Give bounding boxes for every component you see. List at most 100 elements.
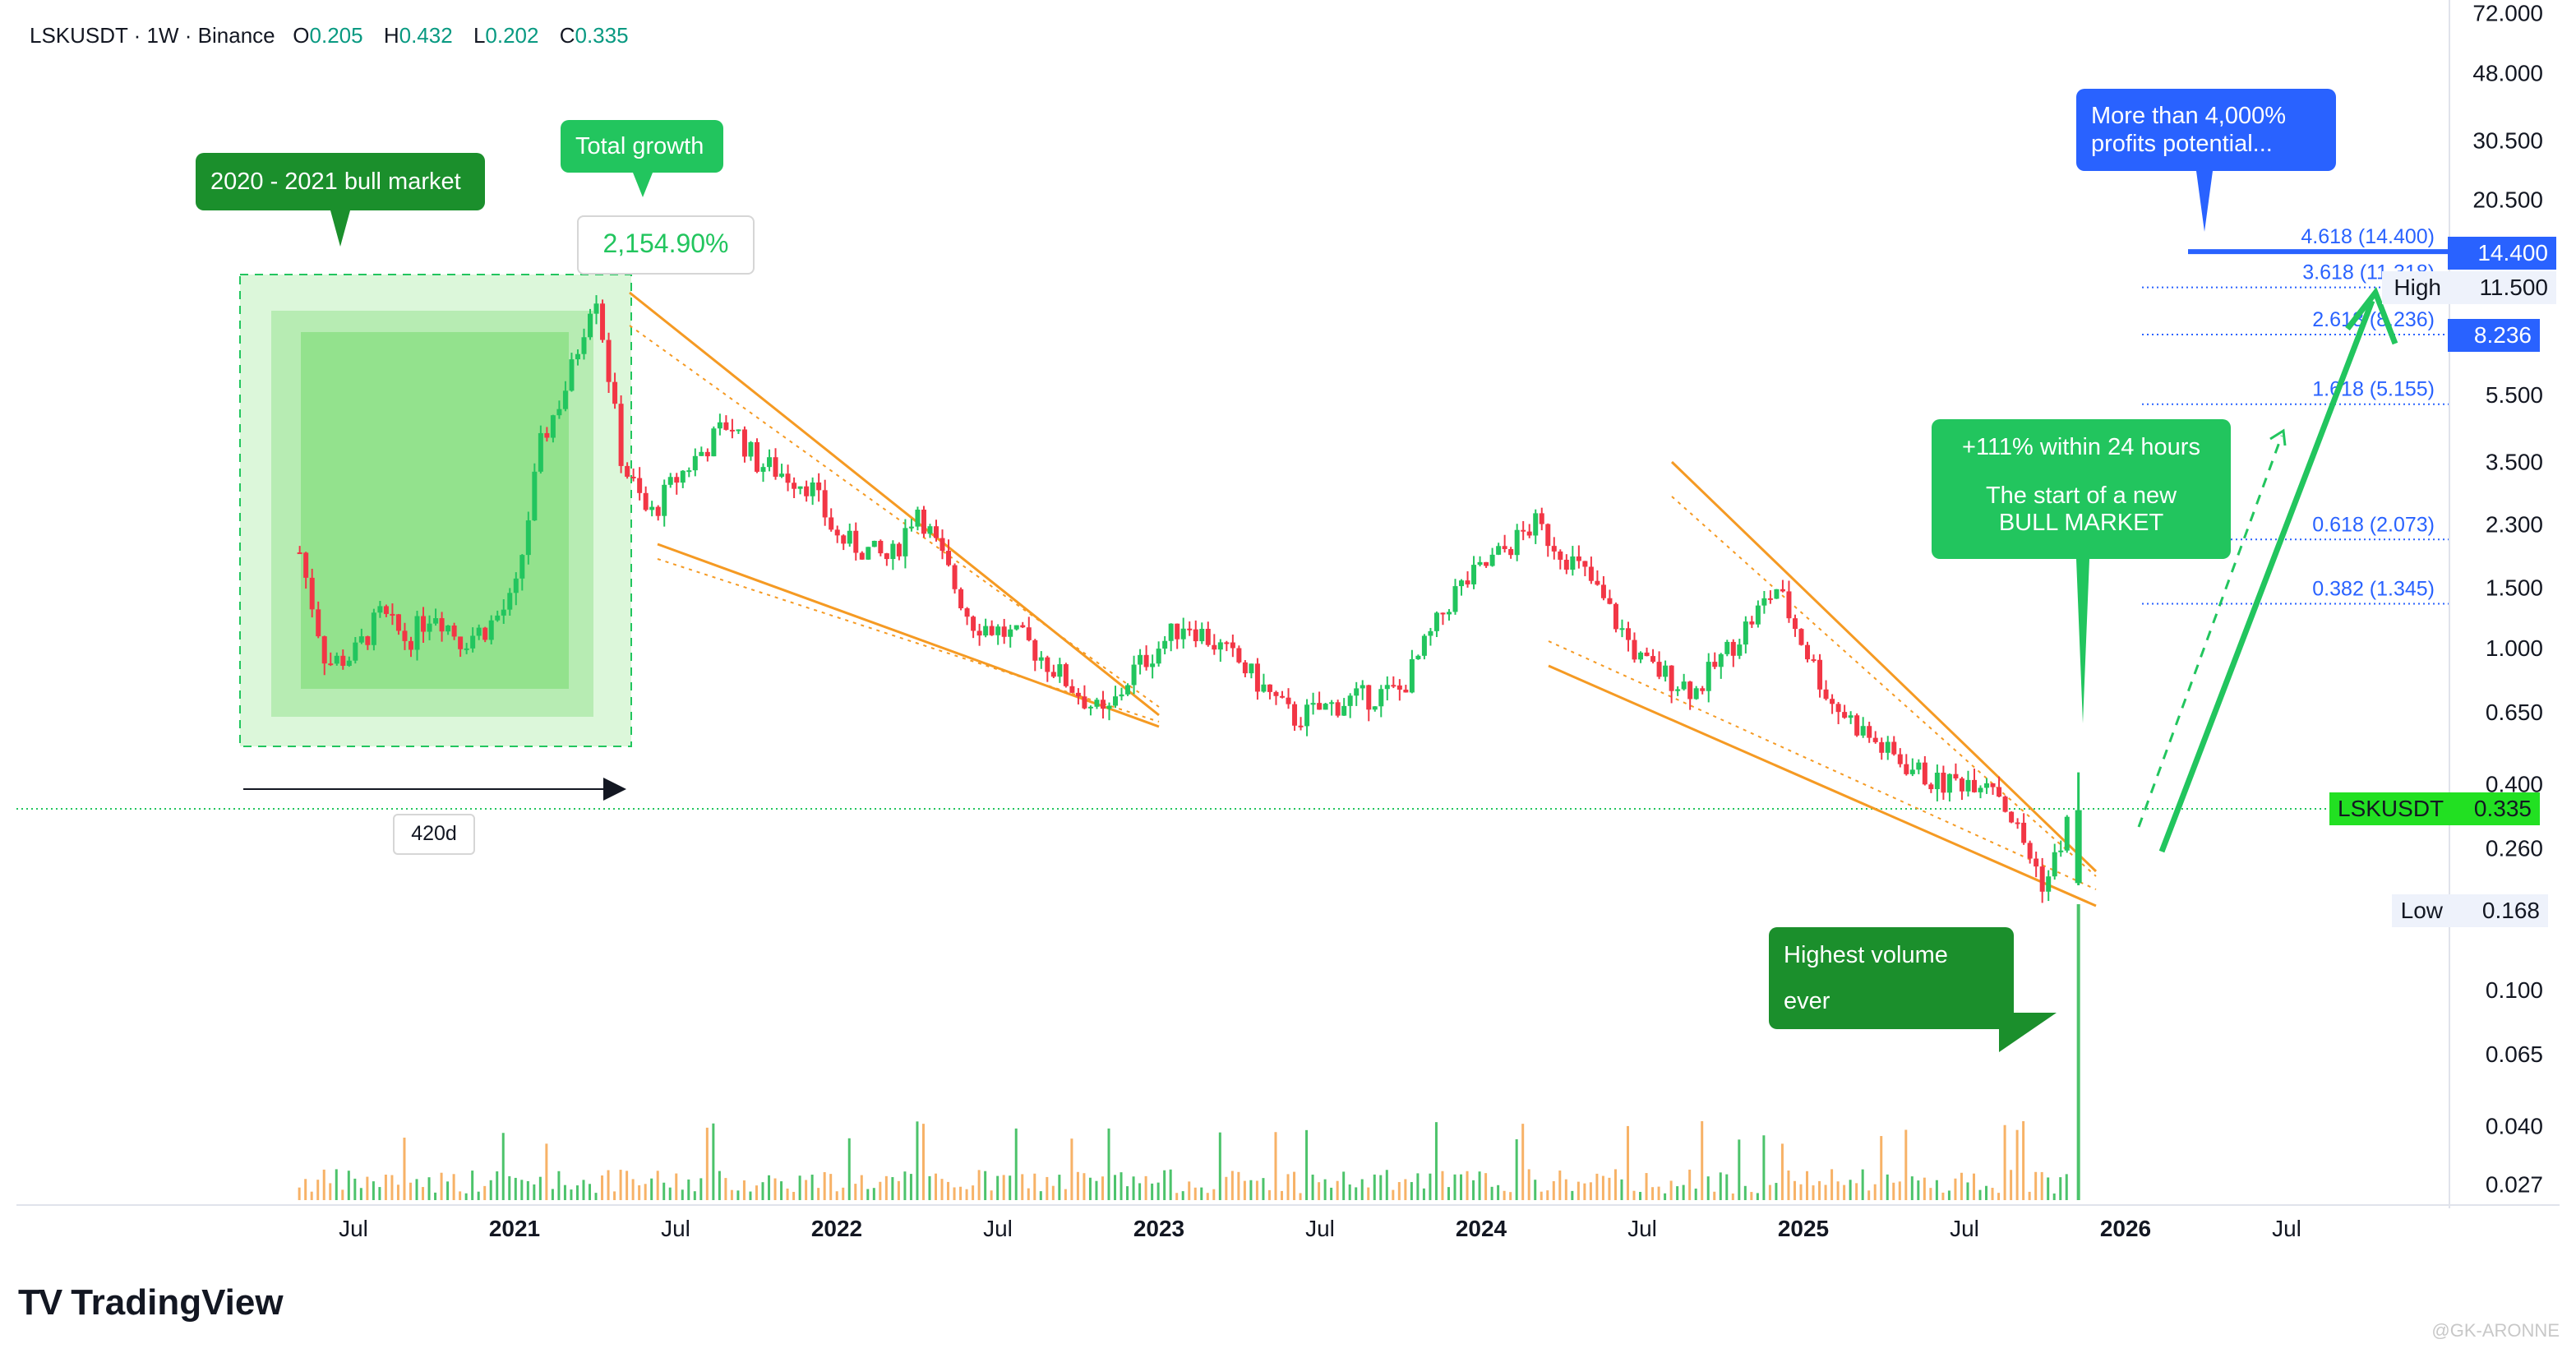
volume-bar bbox=[1849, 1180, 1852, 1200]
candle-body bbox=[773, 457, 778, 477]
price-axis[interactable]: 72.000 48.000 30.500 20.500 5.500 3.500 2.300 1… bbox=[2449, 0, 2543, 1208]
candle-body bbox=[1792, 618, 1798, 630]
volume-bar bbox=[829, 1174, 833, 1200]
volume-bar bbox=[644, 1184, 647, 1200]
volume-bar bbox=[1577, 1181, 1580, 1200]
candle-body bbox=[1959, 778, 1964, 792]
volume-bar bbox=[1608, 1177, 1611, 1200]
volume-bar bbox=[773, 1178, 777, 1200]
candle-body bbox=[1663, 665, 1669, 677]
volume-bar bbox=[1193, 1187, 1197, 1200]
candle-body bbox=[1835, 704, 1841, 713]
time-axis[interactable]: Jul 2021 Jul 2022 Jul 2023 Jul 2024 Jul 2025 Jul 20… bbox=[16, 1204, 2560, 1241]
volume-bar bbox=[1966, 1182, 1969, 1200]
candle-body bbox=[297, 552, 302, 555]
candle-body bbox=[1693, 688, 1699, 700]
bull-market-callout: 2020 - 2021 bull market bbox=[196, 153, 485, 210]
volume-bar bbox=[977, 1170, 981, 1200]
candle-body bbox=[1885, 741, 1890, 753]
candle-body bbox=[588, 313, 593, 338]
y-tick-label: 0.027 bbox=[2486, 1172, 2543, 1198]
profits-line-1: More than 4,000% bbox=[2091, 103, 2286, 129]
volume-bar bbox=[872, 1188, 875, 1200]
volume-bar bbox=[1009, 1175, 1012, 1200]
candle-body bbox=[1558, 551, 1563, 560]
total-growth-label: Total growth bbox=[575, 133, 704, 159]
candle-body bbox=[2046, 876, 2052, 892]
low-value: 0.202 bbox=[485, 23, 539, 48]
volume-callout: Highest volume ever November 2025 bbox=[1769, 927, 2014, 1060]
volume-bar bbox=[1818, 1180, 1821, 1200]
x-tick-label: Jul bbox=[1950, 1216, 1979, 1241]
candle-body bbox=[1008, 629, 1013, 637]
volume-bar bbox=[1083, 1173, 1086, 1200]
profits-line-2: profits potential... bbox=[2091, 131, 2273, 157]
volume-bar bbox=[1144, 1175, 1147, 1200]
volume-bar bbox=[1280, 1190, 1283, 1200]
candle-body bbox=[402, 630, 408, 641]
volume-bar bbox=[1527, 1169, 1530, 1200]
candle-body bbox=[414, 616, 420, 650]
tradingview-brand[interactable]: TV TradingView bbox=[18, 1282, 284, 1323]
volume-bar bbox=[798, 1175, 801, 1200]
volume-bar bbox=[1497, 1184, 1500, 1200]
candle-body bbox=[1582, 561, 1588, 567]
volume-bar bbox=[607, 1170, 610, 1200]
candle-body bbox=[569, 359, 575, 391]
volume-bar bbox=[1540, 1191, 1543, 1200]
candle-body bbox=[1767, 598, 1773, 600]
candle-body bbox=[1180, 628, 1186, 640]
volume-bar bbox=[477, 1191, 480, 1200]
volume-bar bbox=[1917, 1180, 1920, 1200]
candle-body bbox=[495, 615, 501, 621]
volume-bar bbox=[1002, 1175, 1005, 1200]
volume-bar bbox=[483, 1185, 487, 1200]
volume-bar bbox=[1064, 1189, 1067, 1200]
symbol-header: LSKUSDT · 1W · Binance O0.205 H0.432 L0.… bbox=[30, 23, 644, 48]
volume-bar bbox=[1806, 1171, 1809, 1200]
volume-bar bbox=[693, 1191, 696, 1200]
candle-body bbox=[501, 609, 506, 616]
volume-bar bbox=[1706, 1176, 1710, 1200]
volume-bar bbox=[1237, 1171, 1240, 1200]
candle-body bbox=[896, 543, 902, 556]
candle-body bbox=[1922, 762, 1927, 785]
candle-body bbox=[946, 551, 952, 566]
candle-body bbox=[1669, 665, 1674, 691]
volume-bar bbox=[823, 1171, 826, 1200]
candle-body bbox=[760, 467, 766, 472]
candle-body bbox=[395, 614, 401, 631]
volume-bar bbox=[384, 1175, 387, 1200]
volume-bar bbox=[1033, 1173, 1036, 1200]
candle-body bbox=[1872, 737, 1878, 742]
volume-bar bbox=[390, 1175, 394, 1200]
y-tick-label: 72.000 bbox=[2472, 0, 2543, 25]
volume-bar bbox=[1521, 1124, 1525, 1200]
candle-body bbox=[711, 428, 717, 457]
candle-body bbox=[1916, 762, 1922, 770]
volume-bar bbox=[1682, 1184, 1685, 1200]
volume-bar bbox=[459, 1191, 462, 1200]
high-label-tag: High bbox=[2382, 271, 2449, 304]
candle-body bbox=[1965, 779, 1971, 792]
candle-body bbox=[1570, 556, 1576, 570]
candle-body bbox=[1934, 773, 1940, 790]
candle-body bbox=[1057, 664, 1063, 677]
candle-body bbox=[371, 612, 376, 645]
candle-body bbox=[767, 457, 773, 468]
volume-bar bbox=[817, 1188, 820, 1200]
volume-bar bbox=[570, 1189, 573, 1200]
volume-bar bbox=[792, 1191, 796, 1200]
volume-bar bbox=[1843, 1184, 1846, 1200]
volume-bar bbox=[1286, 1174, 1290, 1200]
volume-bar bbox=[347, 1171, 350, 1200]
candle-body bbox=[1230, 642, 1235, 649]
candle-body bbox=[1521, 529, 1526, 532]
volume-bar bbox=[1898, 1181, 1901, 1200]
candle-body bbox=[1533, 513, 1539, 536]
candle-body bbox=[971, 616, 976, 631]
candle-body bbox=[810, 482, 815, 496]
volume-bar bbox=[897, 1180, 900, 1200]
candle-body bbox=[1249, 663, 1254, 674]
